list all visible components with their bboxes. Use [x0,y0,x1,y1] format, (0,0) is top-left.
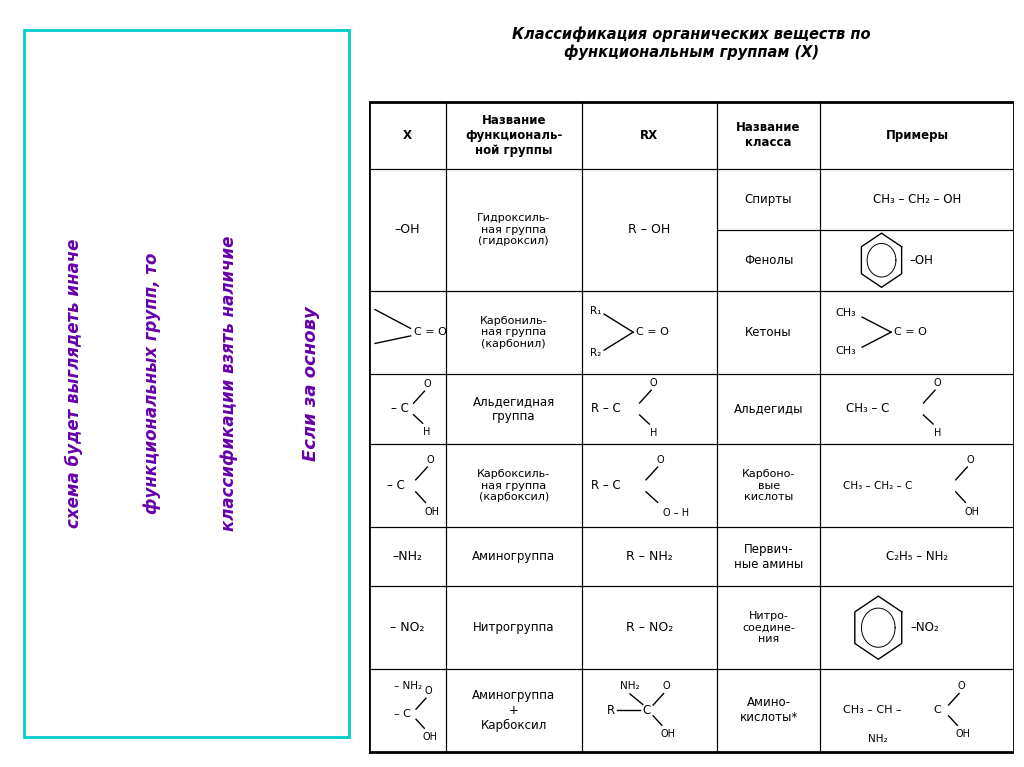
Text: CH₃ – CH –: CH₃ – CH – [843,706,901,716]
Text: CH₃ – CH₂ – OH: CH₃ – CH₂ – OH [872,193,962,206]
Text: – NO₂: – NO₂ [390,621,425,634]
Text: OH: OH [965,507,979,517]
Text: O: O [656,455,664,465]
Text: Альдегиды: Альдегиды [734,403,804,416]
Text: Аминогруппа
+
Карбоксил: Аминогруппа + Карбоксил [472,689,555,732]
Text: R₁: R₁ [590,306,601,316]
Text: CH₃ – C: CH₃ – C [846,403,890,416]
Text: C₂H₅ – NH₂: C₂H₅ – NH₂ [886,550,948,563]
Text: –OH: –OH [910,254,934,267]
Text: – C: – C [391,403,410,416]
Text: NH₂: NH₂ [868,735,888,745]
Text: R – NO₂: R – NO₂ [626,621,673,634]
Text: Нитро-
соедине-
ния: Нитро- соедине- ния [742,611,795,644]
Text: Карбоксиль-
ная группа
(карбоксил): Карбоксиль- ная группа (карбоксил) [477,469,550,502]
Text: схема будет выглядеть иначе: схема будет выглядеть иначе [65,239,83,528]
Text: R: R [606,704,614,717]
Text: CH₃: CH₃ [835,346,856,356]
Text: R₂: R₂ [590,348,601,358]
Text: Гидроксиль-
ная группа
(гидроксил): Гидроксиль- ная группа (гидроксил) [477,213,551,246]
Text: O: O [934,378,941,388]
Text: O – H: O – H [664,509,689,518]
Text: классификации взять наличие: классификации взять наличие [220,235,239,532]
Text: O: O [663,682,670,692]
Text: Название
функциональ-
ной группы: Название функциональ- ной группы [465,114,562,156]
Text: R – NH₂: R – NH₂ [626,550,673,563]
Text: NH₂: NH₂ [621,680,640,690]
Text: Примеры: Примеры [886,129,948,142]
Text: Первич-
ные амины: Первич- ные амины [734,543,803,571]
Text: X: X [402,129,412,142]
Text: CH₃: CH₃ [835,308,856,318]
Text: H: H [650,428,657,438]
Text: –OH: –OH [394,223,420,236]
Text: Амино-
кислоты*: Амино- кислоты* [739,696,798,725]
Text: O: O [957,682,966,692]
Text: Нитрогруппа: Нитрогруппа [473,621,555,634]
Text: H: H [934,428,941,438]
Text: R – C: R – C [591,479,621,492]
Text: O: O [650,378,657,388]
FancyBboxPatch shape [25,30,349,737]
Text: C: C [933,706,941,716]
Text: OH: OH [422,732,437,742]
Text: –NO₂: –NO₂ [910,621,939,634]
Text: C: C [642,704,650,717]
Text: C = O: C = O [636,328,670,337]
Text: –NH₂: –NH₂ [392,550,422,563]
Text: Название
класса: Название класса [736,121,801,149]
Text: Карбоно-
вые
кислоты: Карбоно- вые кислоты [742,469,796,502]
Text: Аминогруппа: Аминогруппа [472,550,555,563]
Text: C = O: C = O [894,328,928,337]
Text: CH₃ – CH₂ – C: CH₃ – CH₂ – C [843,481,912,491]
Text: Классификация органических веществ по
функциональным группам (Х): Классификация органических веществ по фу… [512,26,870,60]
Text: Фенолы: Фенолы [743,254,794,267]
Text: Альдегидная
группа: Альдегидная группа [473,395,555,423]
Text: Спирты: Спирты [744,193,793,206]
Text: Если за основу: Если за основу [301,306,319,461]
Text: OH: OH [424,507,439,517]
Text: OH: OH [660,729,675,739]
Text: – C: – C [387,479,404,492]
Text: OH: OH [955,729,971,739]
Text: функциональных групп, то: функциональных групп, то [142,253,161,514]
Text: C = O: C = O [414,328,446,337]
Text: Карбониль-
ная группа
(карбонил): Карбониль- ная группа (карбонил) [480,315,548,349]
Text: O: O [966,455,974,465]
Text: O: O [423,379,431,389]
Text: Кетоны: Кетоны [745,326,792,339]
Text: H: H [423,427,431,437]
Text: R – OH: R – OH [628,223,671,236]
Text: – C: – C [394,709,412,719]
Text: O: O [426,455,434,465]
Text: R – C: R – C [591,403,621,416]
Text: O: O [424,686,432,696]
Text: RX: RX [640,129,658,142]
Text: – NH₂: – NH₂ [394,681,423,691]
